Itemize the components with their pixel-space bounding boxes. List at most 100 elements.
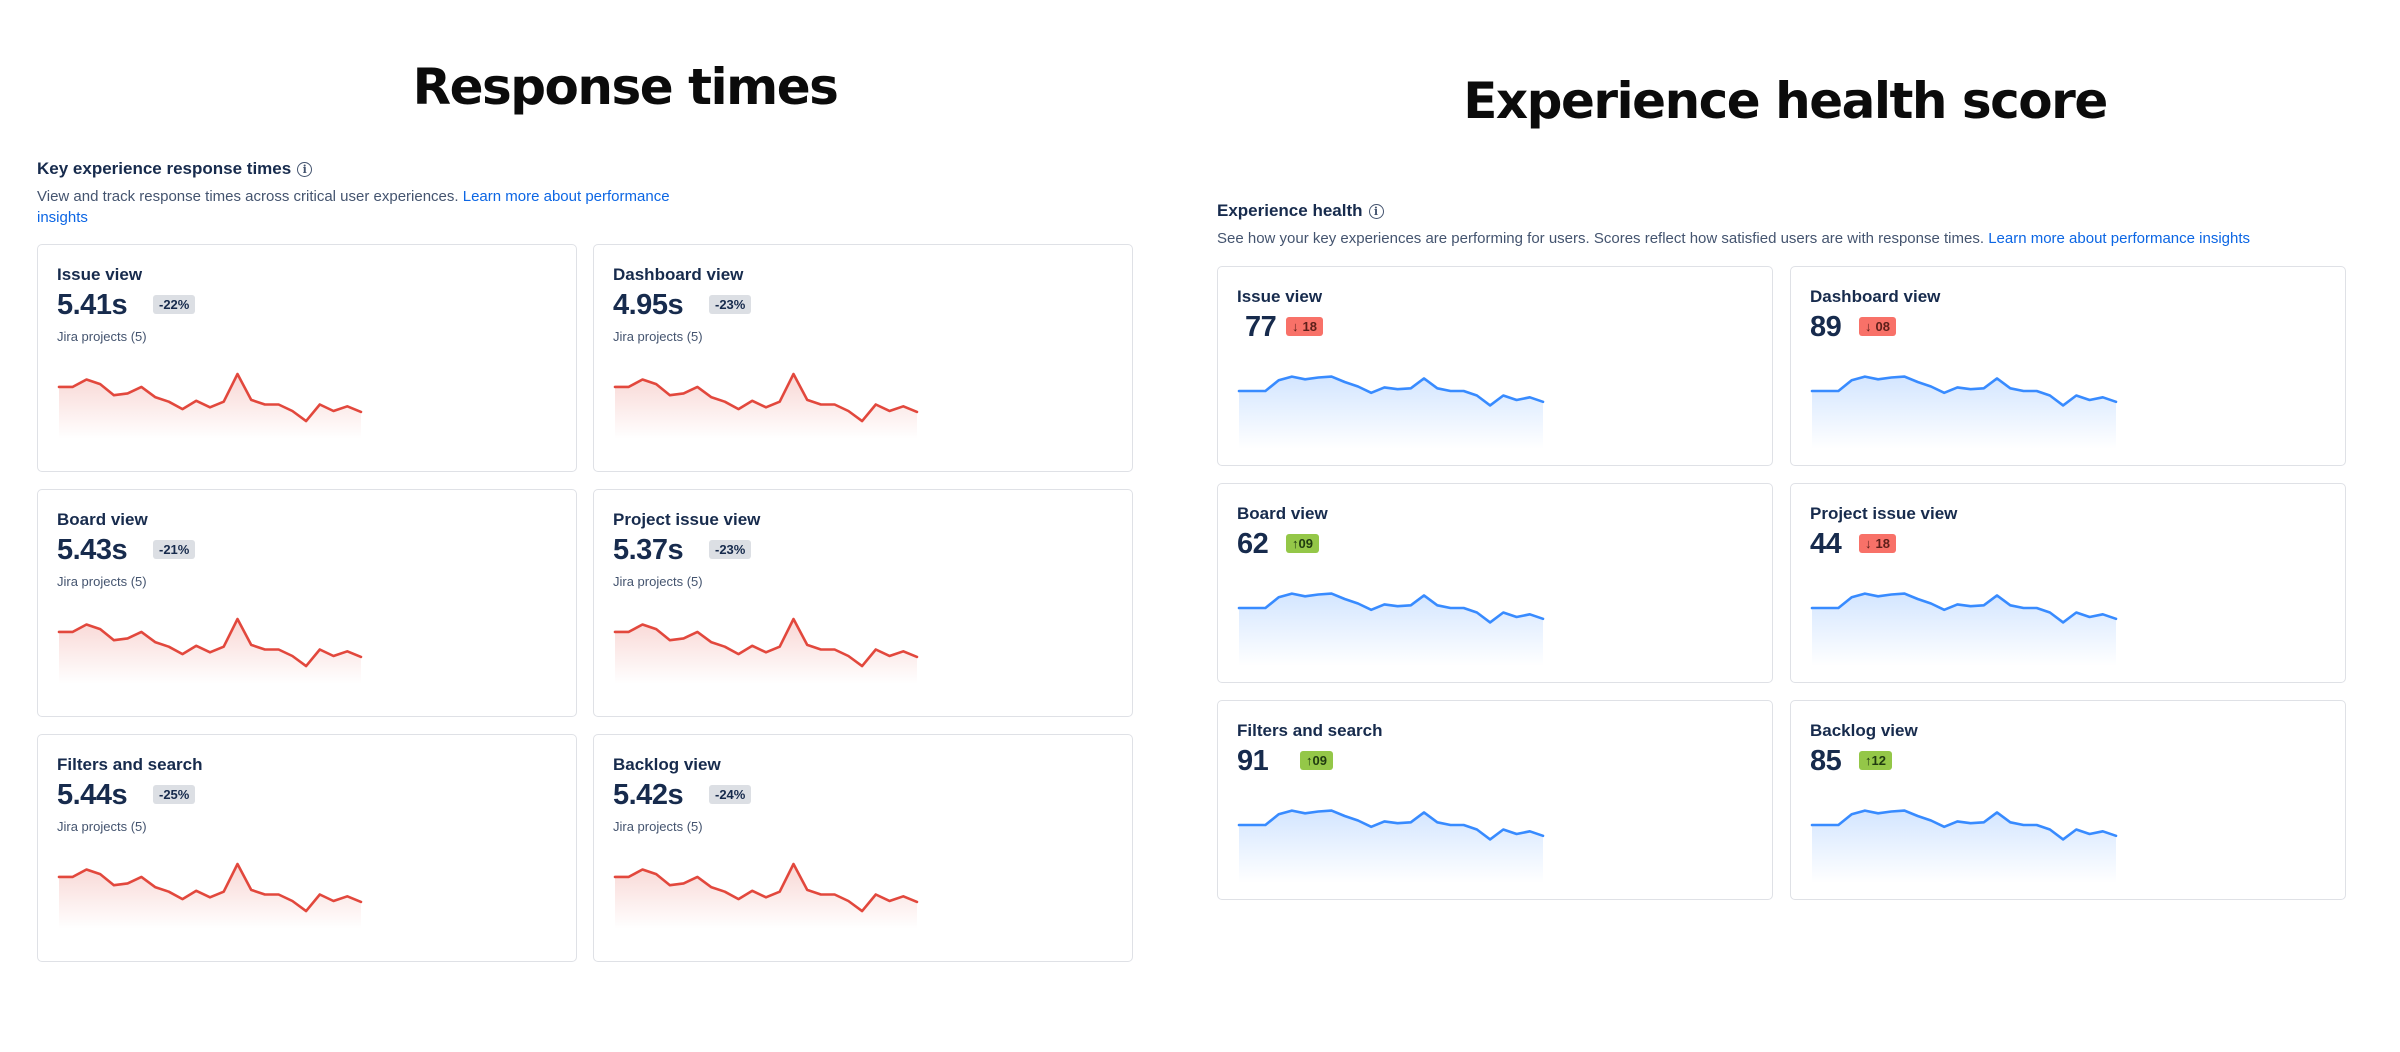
score-decrease-badge: ↓ 18 xyxy=(1859,534,1896,553)
response-time-card[interactable]: Backlog view 5.42s -24% Jira projects (5) xyxy=(593,734,1133,962)
score-change-value: 18 xyxy=(1875,536,1890,551)
response-time-card[interactable]: Filters and search 5.44s -25% Jira projects… xyxy=(37,734,577,962)
learn-more-link[interactable]: Learn more about performance insights xyxy=(37,188,670,226)
card-subtitle: Jira projects (5) xyxy=(57,574,147,589)
card-value: 89 xyxy=(1810,311,1842,343)
health-score-card[interactable]: Filters and search 91 ↑09 xyxy=(1217,700,1773,900)
trend-sparkline xyxy=(1237,809,1545,883)
info-icon[interactable]: i xyxy=(1368,203,1384,219)
card-title: Project issue view xyxy=(1810,504,1958,523)
arrow-up-icon: ↑ xyxy=(1292,536,1299,551)
health-score-card[interactable]: Board view 62 ↑09 xyxy=(1217,483,1773,683)
score-increase-badge: ↑12 xyxy=(1859,751,1892,770)
trend-line xyxy=(613,862,919,913)
trend-sparkline xyxy=(57,862,363,929)
card-title: Dashboard view xyxy=(613,265,744,284)
card-value: 77 xyxy=(1245,311,1277,343)
card-title: Issue view xyxy=(57,265,143,284)
card-value: 44 xyxy=(1810,528,1842,560)
trend-area xyxy=(1239,593,1543,666)
arrow-down-icon: ↓ xyxy=(1292,319,1299,334)
card-title: Issue view xyxy=(1237,287,1323,306)
trend-sparkline xyxy=(1810,809,2118,883)
card-title: Backlog view xyxy=(613,755,721,774)
info-icon[interactable]: i xyxy=(297,161,313,177)
card-value: 5.41s xyxy=(57,289,128,321)
trend-line xyxy=(57,372,363,423)
trend-line xyxy=(1810,809,2118,841)
health-score-card[interactable]: Issue view 77 ↓ 18 xyxy=(1217,266,1773,466)
trend-area xyxy=(1812,376,2116,449)
score-change-value: 18 xyxy=(1302,319,1317,334)
card-value: 5.42s xyxy=(613,779,684,811)
trend-sparkline xyxy=(613,372,919,439)
trend-area xyxy=(1812,593,2116,666)
health-score-card[interactable]: Backlog view 85 ↑12 xyxy=(1790,700,2346,900)
response-times-description-text: View and track response times across cri… xyxy=(37,188,459,205)
card-subtitle: Jira projects (5) xyxy=(57,819,147,834)
trend-area xyxy=(1239,810,1543,883)
card-value: 85 xyxy=(1810,745,1842,777)
experience-health-section-header: Experience health i xyxy=(1217,201,1384,221)
card-title: Filters and search xyxy=(57,755,203,774)
trend-line xyxy=(1237,809,1545,841)
arrow-up-icon: ↑ xyxy=(1306,753,1313,768)
trend-sparkline xyxy=(613,617,919,684)
card-subtitle: Jira projects (5) xyxy=(613,819,703,834)
response-times-title: Response times xyxy=(412,58,839,116)
experience-health-section-title: Experience health xyxy=(1217,201,1363,220)
change-badge: -23% xyxy=(709,295,752,314)
trend-line xyxy=(1810,592,2118,624)
learn-more-link[interactable]: Learn more about performance insights xyxy=(1988,230,2250,247)
trend-area xyxy=(1812,810,2116,883)
card-subtitle: Jira projects (5) xyxy=(613,329,703,344)
card-title: Filters and search xyxy=(1237,721,1383,740)
card-title: Backlog view xyxy=(1810,721,1918,740)
trend-sparkline xyxy=(613,862,919,929)
response-time-card[interactable]: Issue view 5.41s -22% Jira projects (5) xyxy=(37,244,577,472)
card-title: Project issue view xyxy=(613,510,761,529)
trend-line xyxy=(57,617,363,668)
card-value: 5.37s xyxy=(613,534,684,566)
trend-line xyxy=(1810,375,2118,407)
score-decrease-badge: ↓ 08 xyxy=(1859,317,1896,336)
trend-sparkline xyxy=(1237,375,1545,449)
trend-line xyxy=(613,617,919,668)
trend-line xyxy=(1237,592,1545,624)
response-time-card[interactable]: Dashboard view 4.95s -23% Jira projects (5) xyxy=(593,244,1133,472)
response-times-section-header: Key experience response times i xyxy=(37,159,313,179)
experience-health-description: See how your key experiences are perform… xyxy=(1217,228,2377,249)
card-value: 62 xyxy=(1237,528,1269,560)
change-badge: -22% xyxy=(153,295,196,314)
experience-health-description-text: See how your key experiences are perform… xyxy=(1217,230,1985,247)
trend-line xyxy=(57,862,363,913)
card-value: 91 xyxy=(1237,745,1269,777)
card-subtitle: Jira projects (5) xyxy=(613,574,703,589)
score-increase-badge: ↑09 xyxy=(1286,534,1319,553)
change-badge: -21% xyxy=(153,540,196,559)
response-time-card[interactable]: Board view 5.43s -21% Jira projects (5) xyxy=(37,489,577,717)
card-subtitle: Jira projects (5) xyxy=(57,329,147,344)
card-value: 4.95s xyxy=(613,289,684,321)
arrow-down-icon: ↓ xyxy=(1865,536,1872,551)
trend-area xyxy=(1239,376,1543,449)
health-score-card[interactable]: Dashboard view 89 ↓ 08 xyxy=(1790,266,2346,466)
score-increase-badge: ↑09 xyxy=(1300,751,1333,770)
trend-sparkline xyxy=(1810,592,2118,666)
health-score-card[interactable]: Project issue view 44 ↓ 18 xyxy=(1790,483,2346,683)
card-title: Board view xyxy=(1237,504,1328,523)
trend-sparkline xyxy=(57,617,363,684)
card-value: 5.44s xyxy=(57,779,128,811)
response-times-section-title: Key experience response times xyxy=(37,159,292,178)
arrow-up-icon: ↑ xyxy=(1865,753,1872,768)
score-change-value: 09 xyxy=(1312,753,1327,768)
score-change-value: 09 xyxy=(1298,536,1313,551)
score-change-value: 08 xyxy=(1875,319,1890,334)
score-decrease-badge: ↓ 18 xyxy=(1286,317,1323,336)
trend-sparkline xyxy=(1810,375,2118,449)
response-time-card[interactable]: Project issue view 5.37s -23% Jira projects… xyxy=(593,489,1133,717)
trend-sparkline xyxy=(57,372,363,439)
arrow-down-icon: ↓ xyxy=(1865,319,1872,334)
change-badge: -24% xyxy=(709,785,752,804)
trend-line xyxy=(613,372,919,423)
